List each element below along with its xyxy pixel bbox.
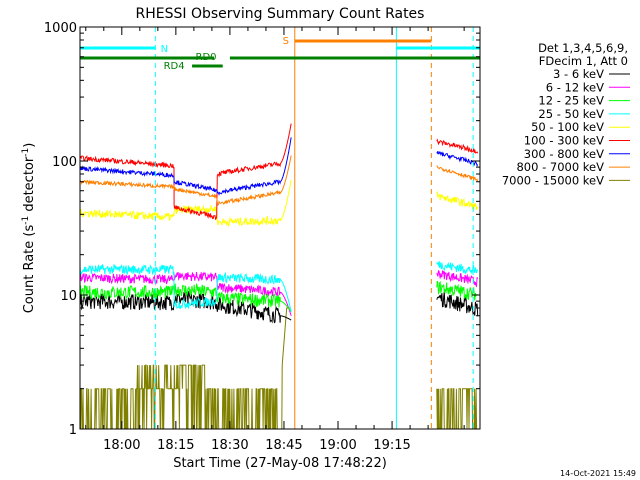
plot-frame <box>79 26 481 430</box>
legend-entry-label: 100 - 300 keV <box>524 134 604 148</box>
axis-layer: 1 10 100 1000 18:00 18:15 18:30 18:45 19:00 19:15 <box>44 21 480 453</box>
series-layer <box>79 123 479 430</box>
interval-layer: N S RD0 RD4 <box>79 27 480 429</box>
series-800-7000-kev <box>79 155 479 207</box>
series-50-100-kev <box>79 179 479 227</box>
series-line <box>79 123 292 221</box>
x-axis-label: Start Time (27-May-08 17:48:22) <box>173 456 387 471</box>
legend-header-detectors: Det 1,3,4,5,6,9, <box>538 41 628 55</box>
legend-entry-label: 3 - 6 keV <box>553 67 604 81</box>
y-axis-label-main: Count Rate (s <box>22 225 37 314</box>
series-line-resume <box>436 269 479 288</box>
night-label: N <box>161 44 168 55</box>
series-25-50-kev <box>79 261 479 312</box>
series-line-resume <box>436 138 479 154</box>
legend-entry-label: 7000 - 15000 keV <box>502 173 604 187</box>
series-100-300-kev <box>79 123 479 221</box>
y-axis-label: Count Rate (s-1 detector-1) <box>21 143 37 314</box>
series-12-25-kev <box>79 280 479 313</box>
series-line <box>79 307 291 430</box>
series-300-800-kev <box>79 137 479 196</box>
x-tick-label: 18:15 <box>157 438 194 453</box>
legend-header-decimation: FDecim 1, Att 0 <box>539 54 628 68</box>
rd4-label: RD4 <box>164 61 185 72</box>
y-tick-label: 10 <box>60 289 77 304</box>
y-axis-label-mid: detector <box>22 156 37 216</box>
legend-entry-label: 800 - 7000 keV <box>516 160 604 174</box>
series-line <box>79 179 292 227</box>
x-tick-label: 18:30 <box>211 438 248 453</box>
footer-timestamp: 14-Oct-2021 15:49 <box>560 469 636 478</box>
x-tick-label: 18:45 <box>265 438 302 453</box>
y-tick-label: 1000 <box>44 21 77 36</box>
series-line-resume <box>436 388 479 430</box>
x-tick-label: 19:00 <box>319 438 356 453</box>
series-line-resume <box>436 165 479 182</box>
series-line-resume <box>436 261 479 275</box>
y-axis-label-end: ) <box>22 143 37 148</box>
legend-entry-label: 12 - 25 keV <box>538 94 604 108</box>
series-line-resume <box>436 190 479 211</box>
rd0-label: RD0 <box>196 52 217 63</box>
y-axis-label-sup2: -1 <box>21 148 31 157</box>
saa-label: S <box>283 36 289 47</box>
series-line <box>79 282 292 313</box>
series-line <box>79 263 292 312</box>
legend-entry-label: 50 - 100 keV <box>531 120 604 134</box>
series-line <box>79 155 292 207</box>
y-axis-label-sup1: -1 <box>21 216 31 225</box>
chart-title: RHESSI Observing Summary Count Rates <box>136 6 425 22</box>
series-line <box>79 137 292 196</box>
y-tick-label: 1 <box>69 423 77 438</box>
series-6-12-kev <box>79 269 479 316</box>
series-line-resume <box>436 150 479 167</box>
legend-entry-label: 25 - 50 keV <box>538 107 604 121</box>
y-tick-label: 100 <box>52 155 77 170</box>
series-7000-15000-kev <box>79 307 479 430</box>
legend-entry-label: 300 - 800 keV <box>524 147 604 161</box>
series-line <box>79 271 292 316</box>
x-tick-label: 18:00 <box>103 438 140 453</box>
legend-entry-label: 6 - 12 keV <box>546 80 604 94</box>
x-tick-label: 19:15 <box>373 438 410 453</box>
series-line-resume <box>436 280 479 301</box>
series-line-resume <box>436 291 479 317</box>
